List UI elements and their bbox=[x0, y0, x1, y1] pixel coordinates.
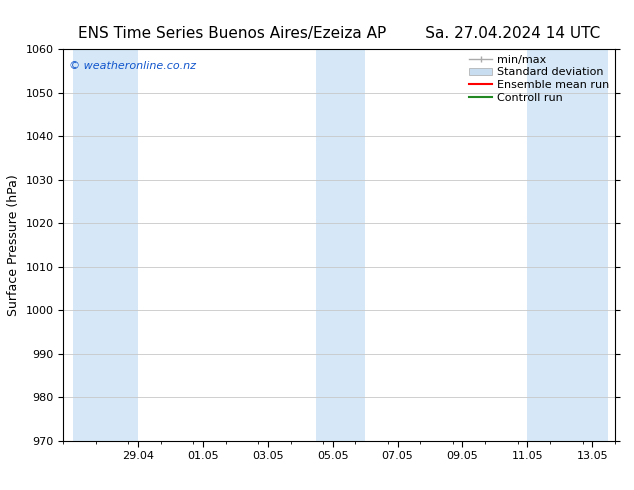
Bar bbox=[527, 49, 609, 441]
Legend: min/max, Standard deviation, Ensemble mean run, Controll run: min/max, Standard deviation, Ensemble me… bbox=[469, 54, 609, 103]
Y-axis label: Surface Pressure (hPa): Surface Pressure (hPa) bbox=[7, 174, 20, 316]
Bar bbox=[316, 49, 365, 441]
Text: © weatheronline.co.nz: © weatheronline.co.nz bbox=[69, 61, 196, 71]
Title: ENS Time Series Buenos Aires/Ezeiza AP        Sa. 27.04.2024 14 UTC: ENS Time Series Buenos Aires/Ezeiza AP S… bbox=[78, 26, 600, 41]
Bar bbox=[73, 49, 138, 441]
